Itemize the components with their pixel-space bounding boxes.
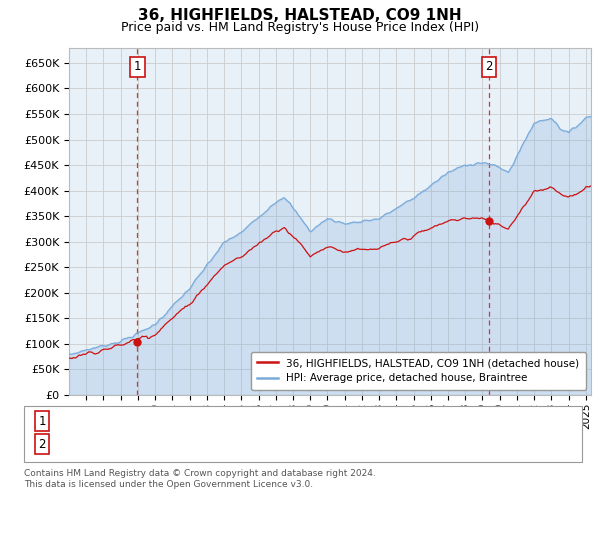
Legend: 36, HIGHFIELDS, HALSTEAD, CO9 1NH (detached house), HPI: Average price, detached: 36, HIGHFIELDS, HALSTEAD, CO9 1NH (detac… bbox=[251, 352, 586, 390]
36, HIGHFIELDS, HALSTEAD, CO9 1NH (detached house) bbox=[65, 355, 73, 362]
Text: £340,000: £340,000 bbox=[246, 437, 302, 451]
Text: 36, HIGHFIELDS, HALSTEAD, CO9 1NH: 36, HIGHFIELDS, HALSTEAD, CO9 1NH bbox=[138, 8, 462, 24]
Line: HPI: Average price, detached house, Braintree: HPI: Average price, detached house, Brai… bbox=[69, 116, 592, 354]
36, HIGHFIELDS, HALSTEAD, CO9 1NH (detached house) bbox=[588, 183, 595, 189]
Text: Contains HM Land Registry data © Crown copyright and database right 2024.
This d: Contains HM Land Registry data © Crown c… bbox=[24, 469, 376, 489]
Text: 2: 2 bbox=[485, 60, 493, 73]
Text: 22-DEC-1998: 22-DEC-1998 bbox=[84, 414, 163, 428]
36, HIGHFIELDS, HALSTEAD, CO9 1NH (detached house) bbox=[515, 211, 522, 217]
HPI: Average price, detached house, Braintree: (2e+03, 7.88e+04): Average price, detached house, Braintree… bbox=[65, 351, 73, 358]
HPI: Average price, detached house, Braintree: (2e+03, 2.67e+05): Average price, detached house, Braintree… bbox=[209, 255, 216, 262]
Text: 10% ↓ HPI: 10% ↓ HPI bbox=[390, 414, 452, 428]
HPI: Average price, detached house, Braintree: (2.02e+03, 5.16e+05): Average price, detached house, Braintree… bbox=[563, 128, 571, 134]
Text: 1: 1 bbox=[134, 60, 141, 73]
36, HIGHFIELDS, HALSTEAD, CO9 1NH (detached house) bbox=[211, 273, 218, 279]
HPI: Average price, detached house, Braintree: (2e+03, 1.88e+05): Average price, detached house, Braintree… bbox=[176, 295, 183, 302]
Text: 2: 2 bbox=[38, 437, 46, 451]
Text: 27% ↓ HPI: 27% ↓ HPI bbox=[390, 437, 452, 451]
36, HIGHFIELDS, HALSTEAD, CO9 1NH (detached house) bbox=[278, 226, 285, 232]
Line: 36, HIGHFIELDS, HALSTEAD, CO9 1NH (detached house): 36, HIGHFIELDS, HALSTEAD, CO9 1NH (detac… bbox=[69, 186, 592, 358]
36, HIGHFIELDS, HALSTEAD, CO9 1NH (detached house) bbox=[68, 355, 76, 362]
Text: 24-MAY-2019: 24-MAY-2019 bbox=[84, 437, 161, 451]
36, HIGHFIELDS, HALSTEAD, CO9 1NH (detached house) bbox=[565, 194, 572, 200]
HPI: Average price, detached house, Braintree: (2.02e+03, 4.68e+05): Average price, detached house, Braintree… bbox=[514, 152, 521, 159]
HPI: Average price, detached house, Braintree: (2.01e+03, 3.82e+05): Average price, detached house, Braintree… bbox=[277, 197, 284, 203]
HPI: Average price, detached house, Braintree: (2.01e+03, 3.78e+05): Average price, detached house, Braintree… bbox=[274, 198, 281, 205]
36, HIGHFIELDS, HALSTEAD, CO9 1NH (detached house) bbox=[178, 307, 185, 314]
Text: £103,545: £103,545 bbox=[246, 414, 302, 428]
36, HIGHFIELDS, HALSTEAD, CO9 1NH (detached house) bbox=[275, 228, 282, 235]
HPI: Average price, detached house, Braintree: (2.03e+03, 5.46e+05): Average price, detached house, Braintree… bbox=[588, 113, 595, 120]
Text: 1: 1 bbox=[38, 414, 46, 428]
Text: Price paid vs. HM Land Registry's House Price Index (HPI): Price paid vs. HM Land Registry's House … bbox=[121, 21, 479, 34]
